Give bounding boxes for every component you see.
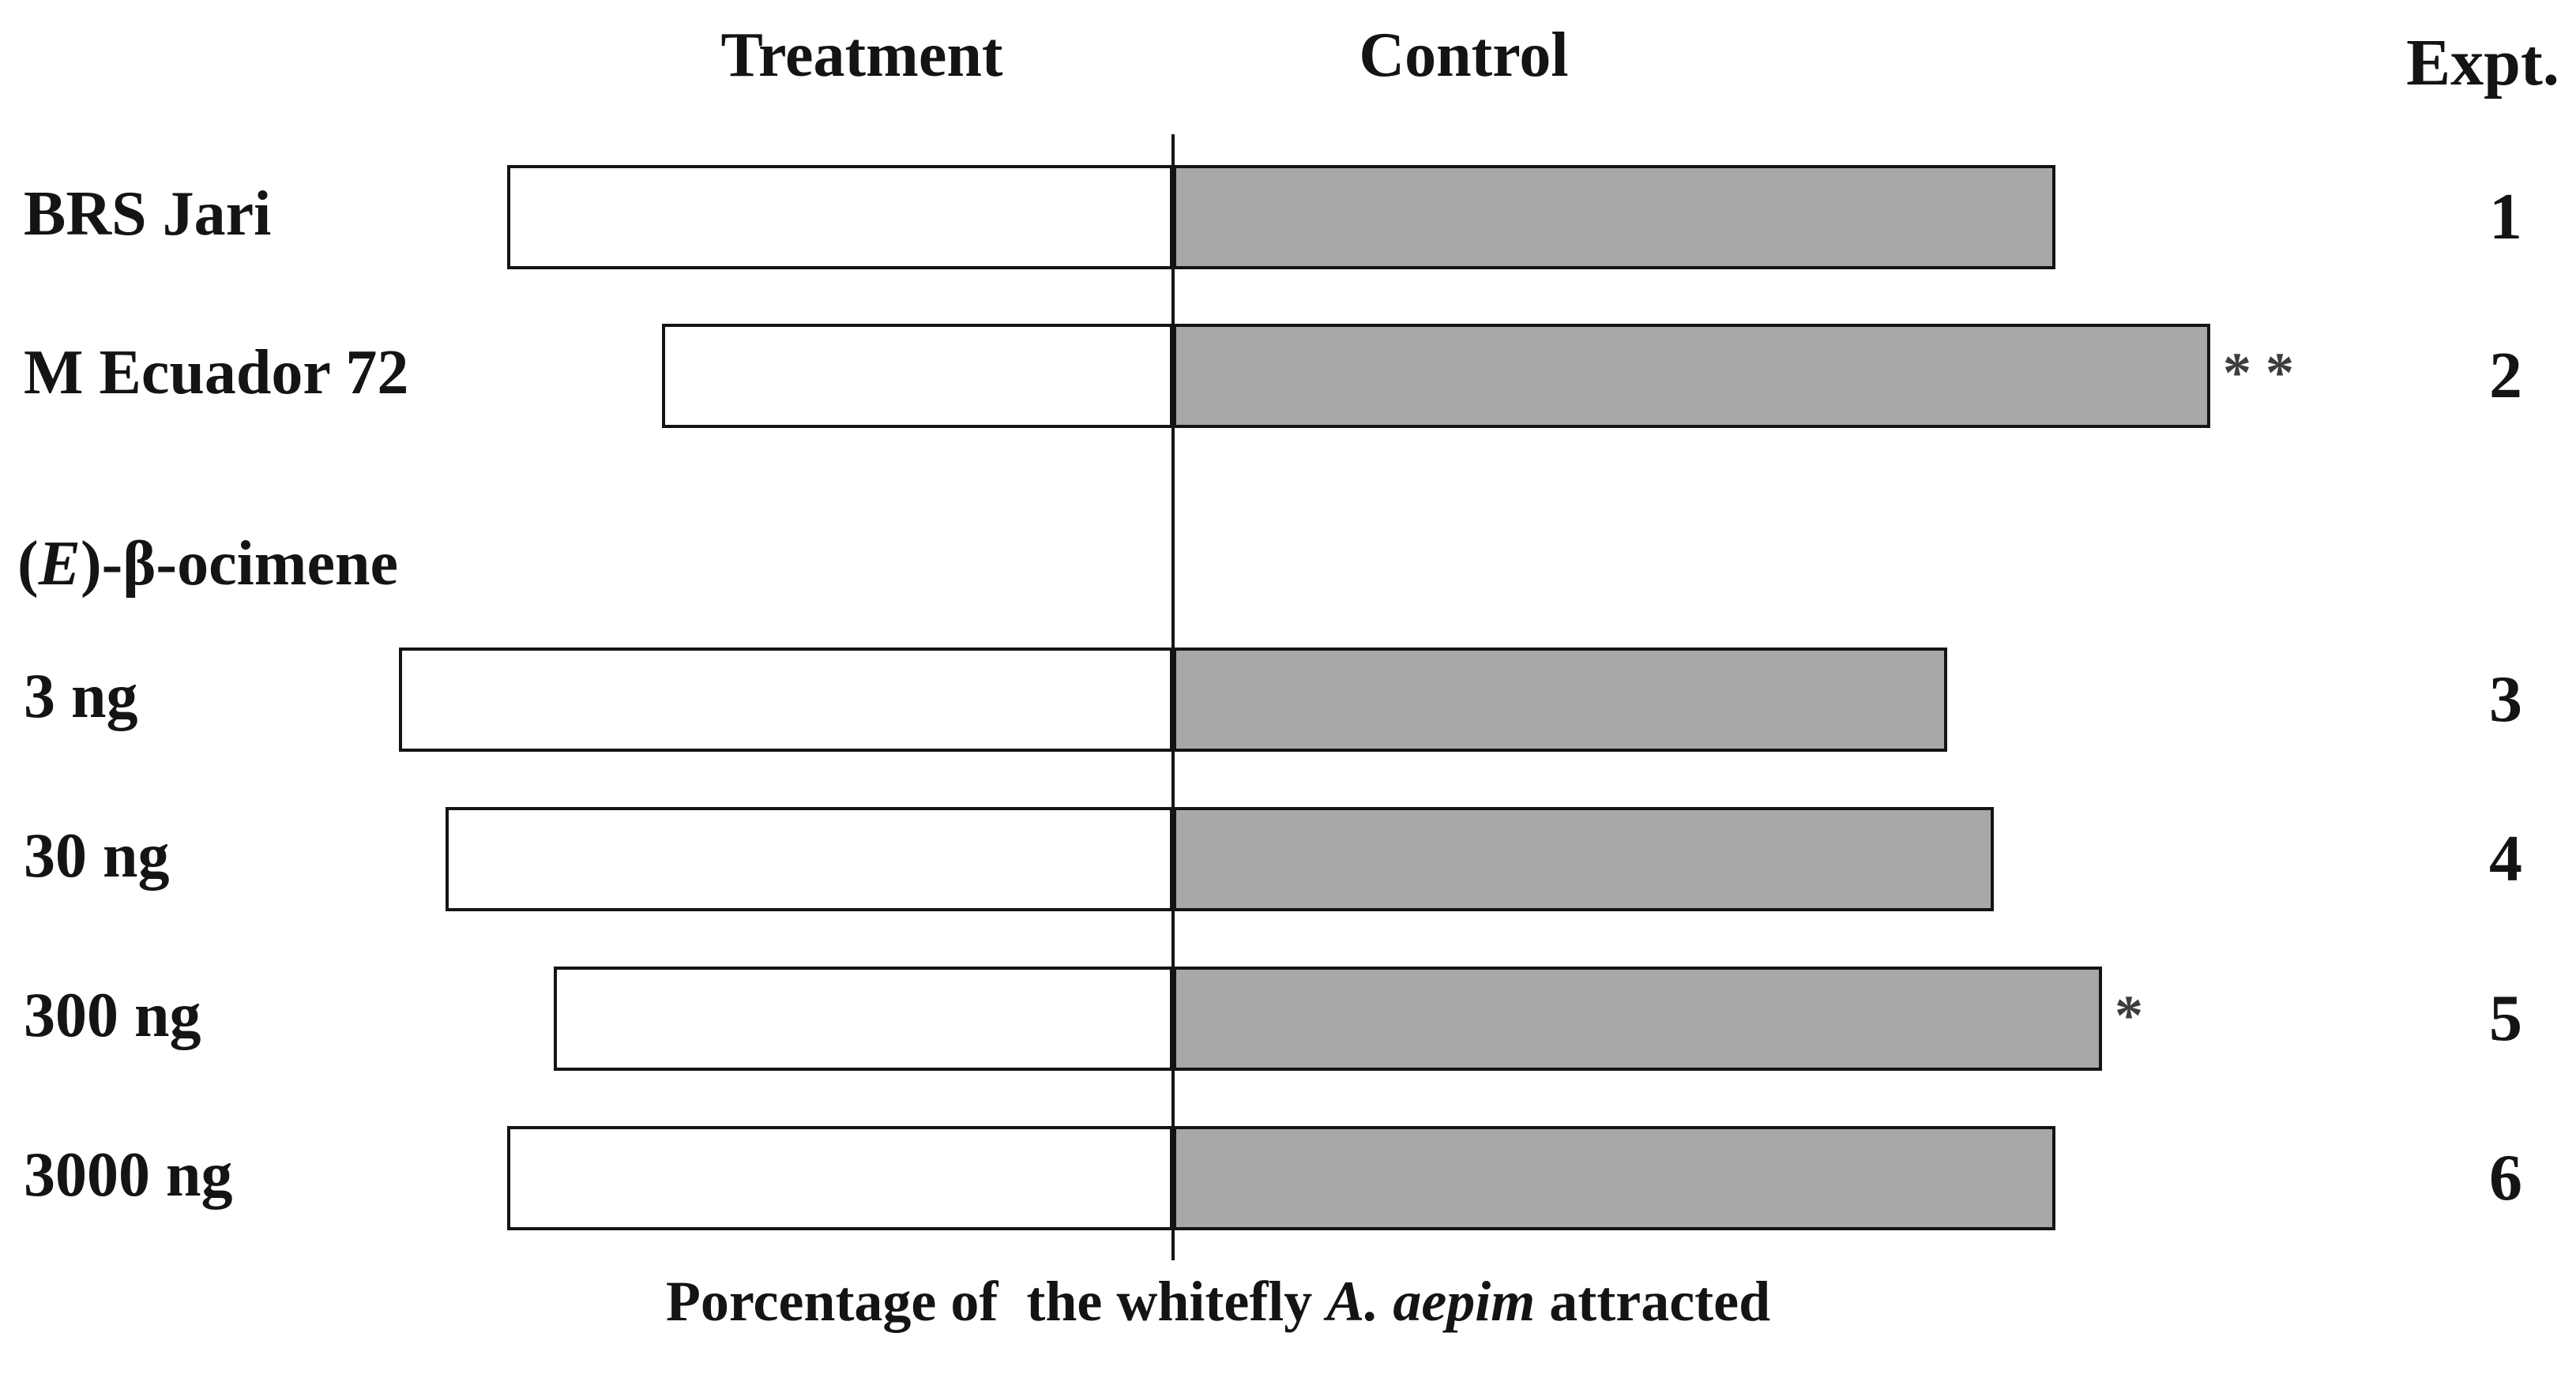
treatment-bar (507, 165, 1173, 269)
control-bar (1173, 324, 2210, 428)
group-label-italic-part: E (38, 529, 81, 599)
column-header-treatment: Treatment (720, 21, 1003, 90)
treatment-bar (446, 807, 1173, 911)
axis-title-species-italic: A. aepim (1326, 1270, 1536, 1333)
column-header-control: Control (1359, 21, 1569, 90)
row-label: 3000 ng (24, 1140, 233, 1210)
group-label-part: ( (17, 529, 39, 599)
row-label: 30 ng (24, 821, 170, 891)
expt-number: 1 (2489, 180, 2522, 253)
axis-title-part: Porcentage of the whitefly (665, 1270, 1327, 1333)
control-bar (1173, 807, 1994, 911)
expt-number: 2 (2489, 339, 2522, 412)
significance-asterisks: * (2115, 984, 2143, 1047)
row-label: 300 ng (24, 981, 201, 1050)
column-header-expt: Expt. (2406, 26, 2559, 99)
expt-number: 5 (2489, 982, 2522, 1055)
significance-asterisks: * * (2223, 341, 2294, 404)
group-label-part: )-β-ocimene (81, 529, 398, 599)
control-bar (1173, 165, 2055, 269)
control-bar (1173, 648, 1947, 752)
treatment-bar (399, 648, 1173, 752)
group-label-e-beta-ocimene: (E)-β-ocimene (17, 532, 398, 595)
x-axis-title: Porcentage of the whitefly A. aepim attr… (666, 1273, 1770, 1330)
control-bar (1173, 967, 2102, 1071)
treatment-bar (662, 324, 1173, 428)
treatment-bar (554, 967, 1173, 1071)
axis-title-part: attracted (1535, 1270, 1771, 1333)
center-axis-line (1171, 134, 1175, 1260)
row-label: M Ecuador 72 (24, 338, 409, 407)
row-label: BRS Jari (24, 179, 272, 249)
control-bar (1173, 1126, 2055, 1230)
expt-number: 4 (2489, 822, 2522, 895)
expt-number: 3 (2489, 663, 2522, 736)
expt-number: 6 (2489, 1141, 2522, 1214)
row-label: 3 ng (24, 662, 138, 731)
treatment-bar (507, 1126, 1173, 1230)
